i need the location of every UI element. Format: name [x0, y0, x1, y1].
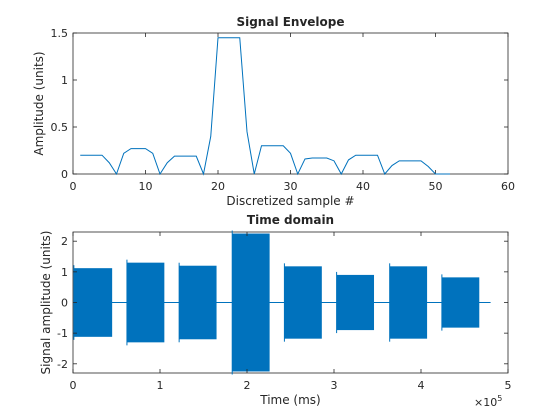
x-tick-label: 0	[70, 379, 77, 392]
time-domain-x-exponent: ×105	[474, 394, 502, 409]
x-tick-label: 10	[139, 180, 153, 193]
y-tick-label: 1	[61, 266, 68, 279]
signal-burst	[390, 266, 427, 338]
signal-burst	[284, 266, 321, 338]
signal-burst	[337, 275, 374, 330]
envelope-xlabel: Discretized sample #	[226, 194, 354, 208]
y-tick-label: -1	[57, 327, 68, 340]
x-tick-label: 2	[244, 379, 251, 392]
time-domain-xlabel: Time (ms)	[259, 393, 321, 407]
y-tick-label: 2	[61, 235, 68, 248]
time-domain-plot: 0 1 2 3 4 5 -2 -1 0 1 2 Time domain Time (ms) Sign…	[39, 213, 512, 409]
signal-burst	[232, 234, 269, 372]
x-tick-label: 40	[356, 180, 370, 193]
time-domain-ylabel: Signal amplitude (units)	[39, 231, 53, 375]
x-tick-label: 3	[331, 379, 338, 392]
y-tick-label: 1.5	[51, 27, 69, 40]
signal-burst	[442, 277, 479, 327]
envelope-ylabel: Amplitude (units)	[32, 51, 46, 155]
y-tick-label: 0	[61, 168, 68, 181]
signal-burst	[179, 266, 216, 340]
x-tick-label: 0	[70, 180, 77, 193]
x-tick-label: 30	[284, 180, 298, 193]
x-tick-label: 4	[418, 379, 425, 392]
x-tick-label: 5	[505, 379, 512, 392]
x-tick-label: 20	[211, 180, 225, 193]
y-tick-label: 0.5	[51, 121, 69, 134]
signal-burst	[74, 268, 112, 337]
envelope-plot: 0 10 20 30 40 50 60 0 0.5 1 1.5 Signal Envelope Di…	[32, 15, 515, 208]
x-tick-label: 1	[157, 379, 164, 392]
time-domain-title: Time domain	[247, 213, 334, 227]
x-tick-label: 60	[501, 180, 515, 193]
x-tick-label: 50	[429, 180, 443, 193]
y-tick-label: 0	[61, 297, 68, 310]
envelope-title: Signal Envelope	[236, 15, 344, 29]
y-tick-label: -2	[57, 358, 68, 371]
signal-burst	[127, 263, 164, 343]
y-tick-label: 1	[61, 74, 68, 87]
